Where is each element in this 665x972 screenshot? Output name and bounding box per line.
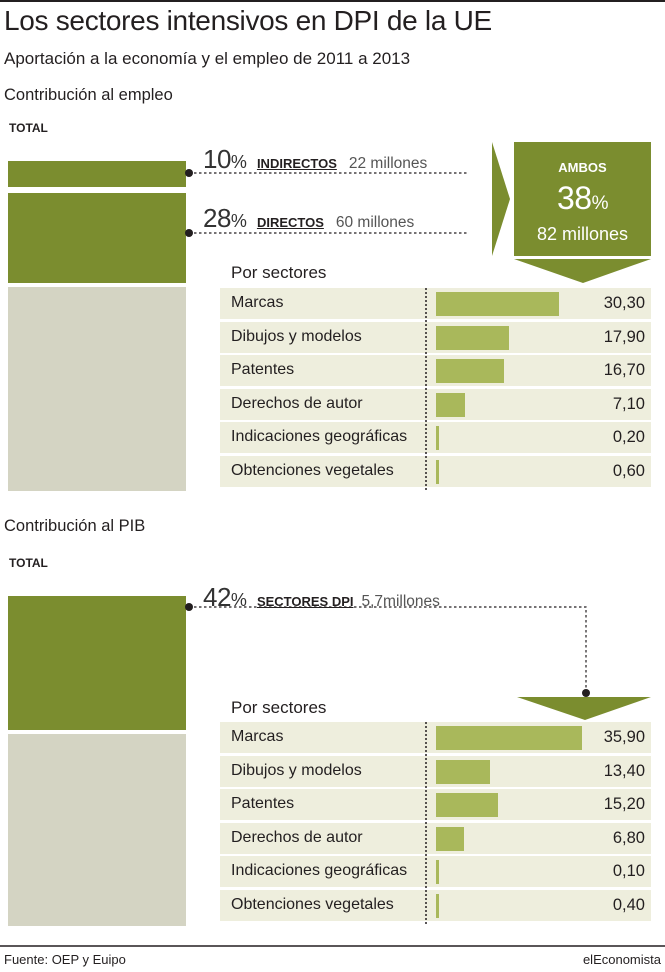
gdp-pct: 42 — [203, 582, 231, 612]
direct-employment-block — [8, 193, 186, 283]
indirect-pct-sign: % — [230, 152, 247, 172]
combined-pct: 38 — [557, 180, 592, 216]
direct-label: DIRECTOS — [256, 215, 324, 230]
gdp-leader-line — [189, 606, 587, 689]
combined-pct-wrap: 38% — [514, 180, 651, 217]
sector-title-gdp: Por sectores — [231, 698, 327, 717]
employment-value-label: 16,70 — [603, 361, 645, 380]
employment-category-label: Obtenciones vegetales — [231, 462, 394, 479]
gdp-category-label: Obtenciones vegetales — [231, 896, 394, 913]
gdp-row: Indicaciones geográficas 0,10 — [220, 856, 651, 888]
source-note: Fuente: OEP y Euipo — [4, 952, 126, 967]
gdp-row: Obtenciones vegetales 0,40 — [220, 890, 651, 921]
total-label-employment: TOTAL — [9, 121, 48, 135]
gdp-value-label: 13,40 — [603, 761, 645, 780]
gdp-value-label: 35,90 — [603, 728, 645, 746]
employment-bar — [436, 325, 509, 350]
indirect-amount: 22 millones — [348, 155, 428, 172]
direct-callout: 28% DIRECTOS 60 millones — [203, 203, 414, 234]
employment-category-label: Dibujos y modelos — [231, 327, 362, 345]
employment-row: Indicaciones geográficas 0,20 — [220, 422, 651, 454]
gdp-down-arrow — [517, 697, 651, 720]
employment-row: Obtenciones vegetales 0,60 — [220, 456, 651, 487]
combined-box: AMBOS 38% 82 millones — [514, 142, 651, 256]
total-label-gdp: TOTAL — [9, 556, 48, 570]
gdp-category-label: Derechos de autor — [231, 828, 363, 846]
employment-row: Derechos de autor 7,10 — [220, 388, 651, 420]
employment-bar — [436, 292, 559, 316]
gdp-category-label: Dibujos y modelos — [231, 761, 362, 779]
top-rule — [0, 0, 665, 2]
employment-value-label: 30,30 — [603, 294, 645, 312]
gdp-arrow-dot — [582, 689, 590, 697]
gdp-value-label: 0,40 — [612, 896, 645, 914]
gdp-category-label: Patentes — [231, 795, 295, 813]
gdp-bar — [436, 793, 498, 818]
section-title-employment: Contribución al empleo — [4, 86, 173, 104]
gdp-row: Marcas 35,90 — [220, 722, 651, 753]
gdp-bar — [436, 726, 582, 750]
gdp-category-label: Marcas — [231, 728, 284, 745]
employment-category-label: Marcas — [231, 294, 284, 311]
indirect-callout: 10% INDIRECTOS 22 millones — [203, 144, 427, 175]
employment-value-label: 7,10 — [612, 394, 645, 413]
employment-category-label: Patentes — [231, 361, 295, 379]
employment-category-label: Derechos de autor — [231, 394, 363, 412]
employment-bar — [436, 426, 439, 451]
chart-title: Los sectores intensivos en DPI de la UE — [4, 5, 492, 36]
direct-amount: 60 millones — [335, 214, 415, 231]
chart-subtitle: Aportación a la economía y el empleo de … — [4, 49, 411, 68]
rest-employment-block — [8, 287, 186, 491]
section-title-gdp: Contribución al PIB — [4, 517, 146, 535]
employment-category-label: Indicaciones geográficas — [231, 428, 408, 446]
gdp-row: Patentes 15,20 — [220, 789, 651, 821]
employment-bar — [436, 392, 465, 417]
gdp-amount: 5,7millones — [361, 593, 440, 610]
sector-title-employment: Por sectores — [231, 263, 327, 282]
employment-value-label: 0,60 — [612, 462, 645, 480]
employment-value-label: 0,20 — [612, 428, 645, 447]
direct-pct: 28 — [203, 203, 231, 233]
gdp-row: Derechos de autor 6,80 — [220, 822, 651, 854]
dpi-gdp-block — [8, 596, 186, 730]
gdp-label: SECTORES DPI — [256, 594, 354, 609]
gdp-value-label: 0,10 — [612, 862, 645, 881]
gdp-pct-sign: % — [230, 590, 247, 610]
gdp-row: Dibujos y modelos 13,40 — [220, 755, 651, 787]
indirect-employment-block — [8, 161, 186, 187]
rest-gdp-block — [8, 734, 186, 926]
gdp-bar — [436, 759, 491, 784]
gdp-bar — [436, 860, 439, 885]
gdp-value-label: 6,80 — [612, 828, 645, 847]
gdp-callout: 42% SECTORES DPI 5,7millones — [203, 582, 440, 613]
employment-bar — [436, 359, 504, 384]
gdp-category-label: Indicaciones geográficas — [231, 862, 408, 880]
employment-row: Patentes 16,70 — [220, 355, 651, 387]
direct-pct-sign: % — [230, 211, 247, 231]
brand-logo: elEconomista — [582, 952, 661, 967]
indirect-pct: 10 — [203, 144, 231, 174]
employment-bar — [436, 460, 439, 484]
employment-row: Dibujos y modelos 17,90 — [220, 321, 651, 353]
gdp-bar — [436, 826, 464, 851]
combined-amount: 82 millones — [536, 224, 629, 244]
indirect-label: INDIRECTOS — [256, 156, 337, 171]
combined-pct-sign: % — [591, 193, 609, 214]
combined-arrow — [492, 142, 510, 256]
employment-row: Marcas 30,30 — [220, 288, 651, 319]
employment-down-arrow — [514, 259, 651, 283]
combined-label: AMBOS — [558, 160, 607, 175]
gdp-bar — [436, 894, 439, 918]
gdp-value-label: 15,20 — [603, 795, 645, 814]
employment-value-label: 17,90 — [603, 327, 645, 346]
